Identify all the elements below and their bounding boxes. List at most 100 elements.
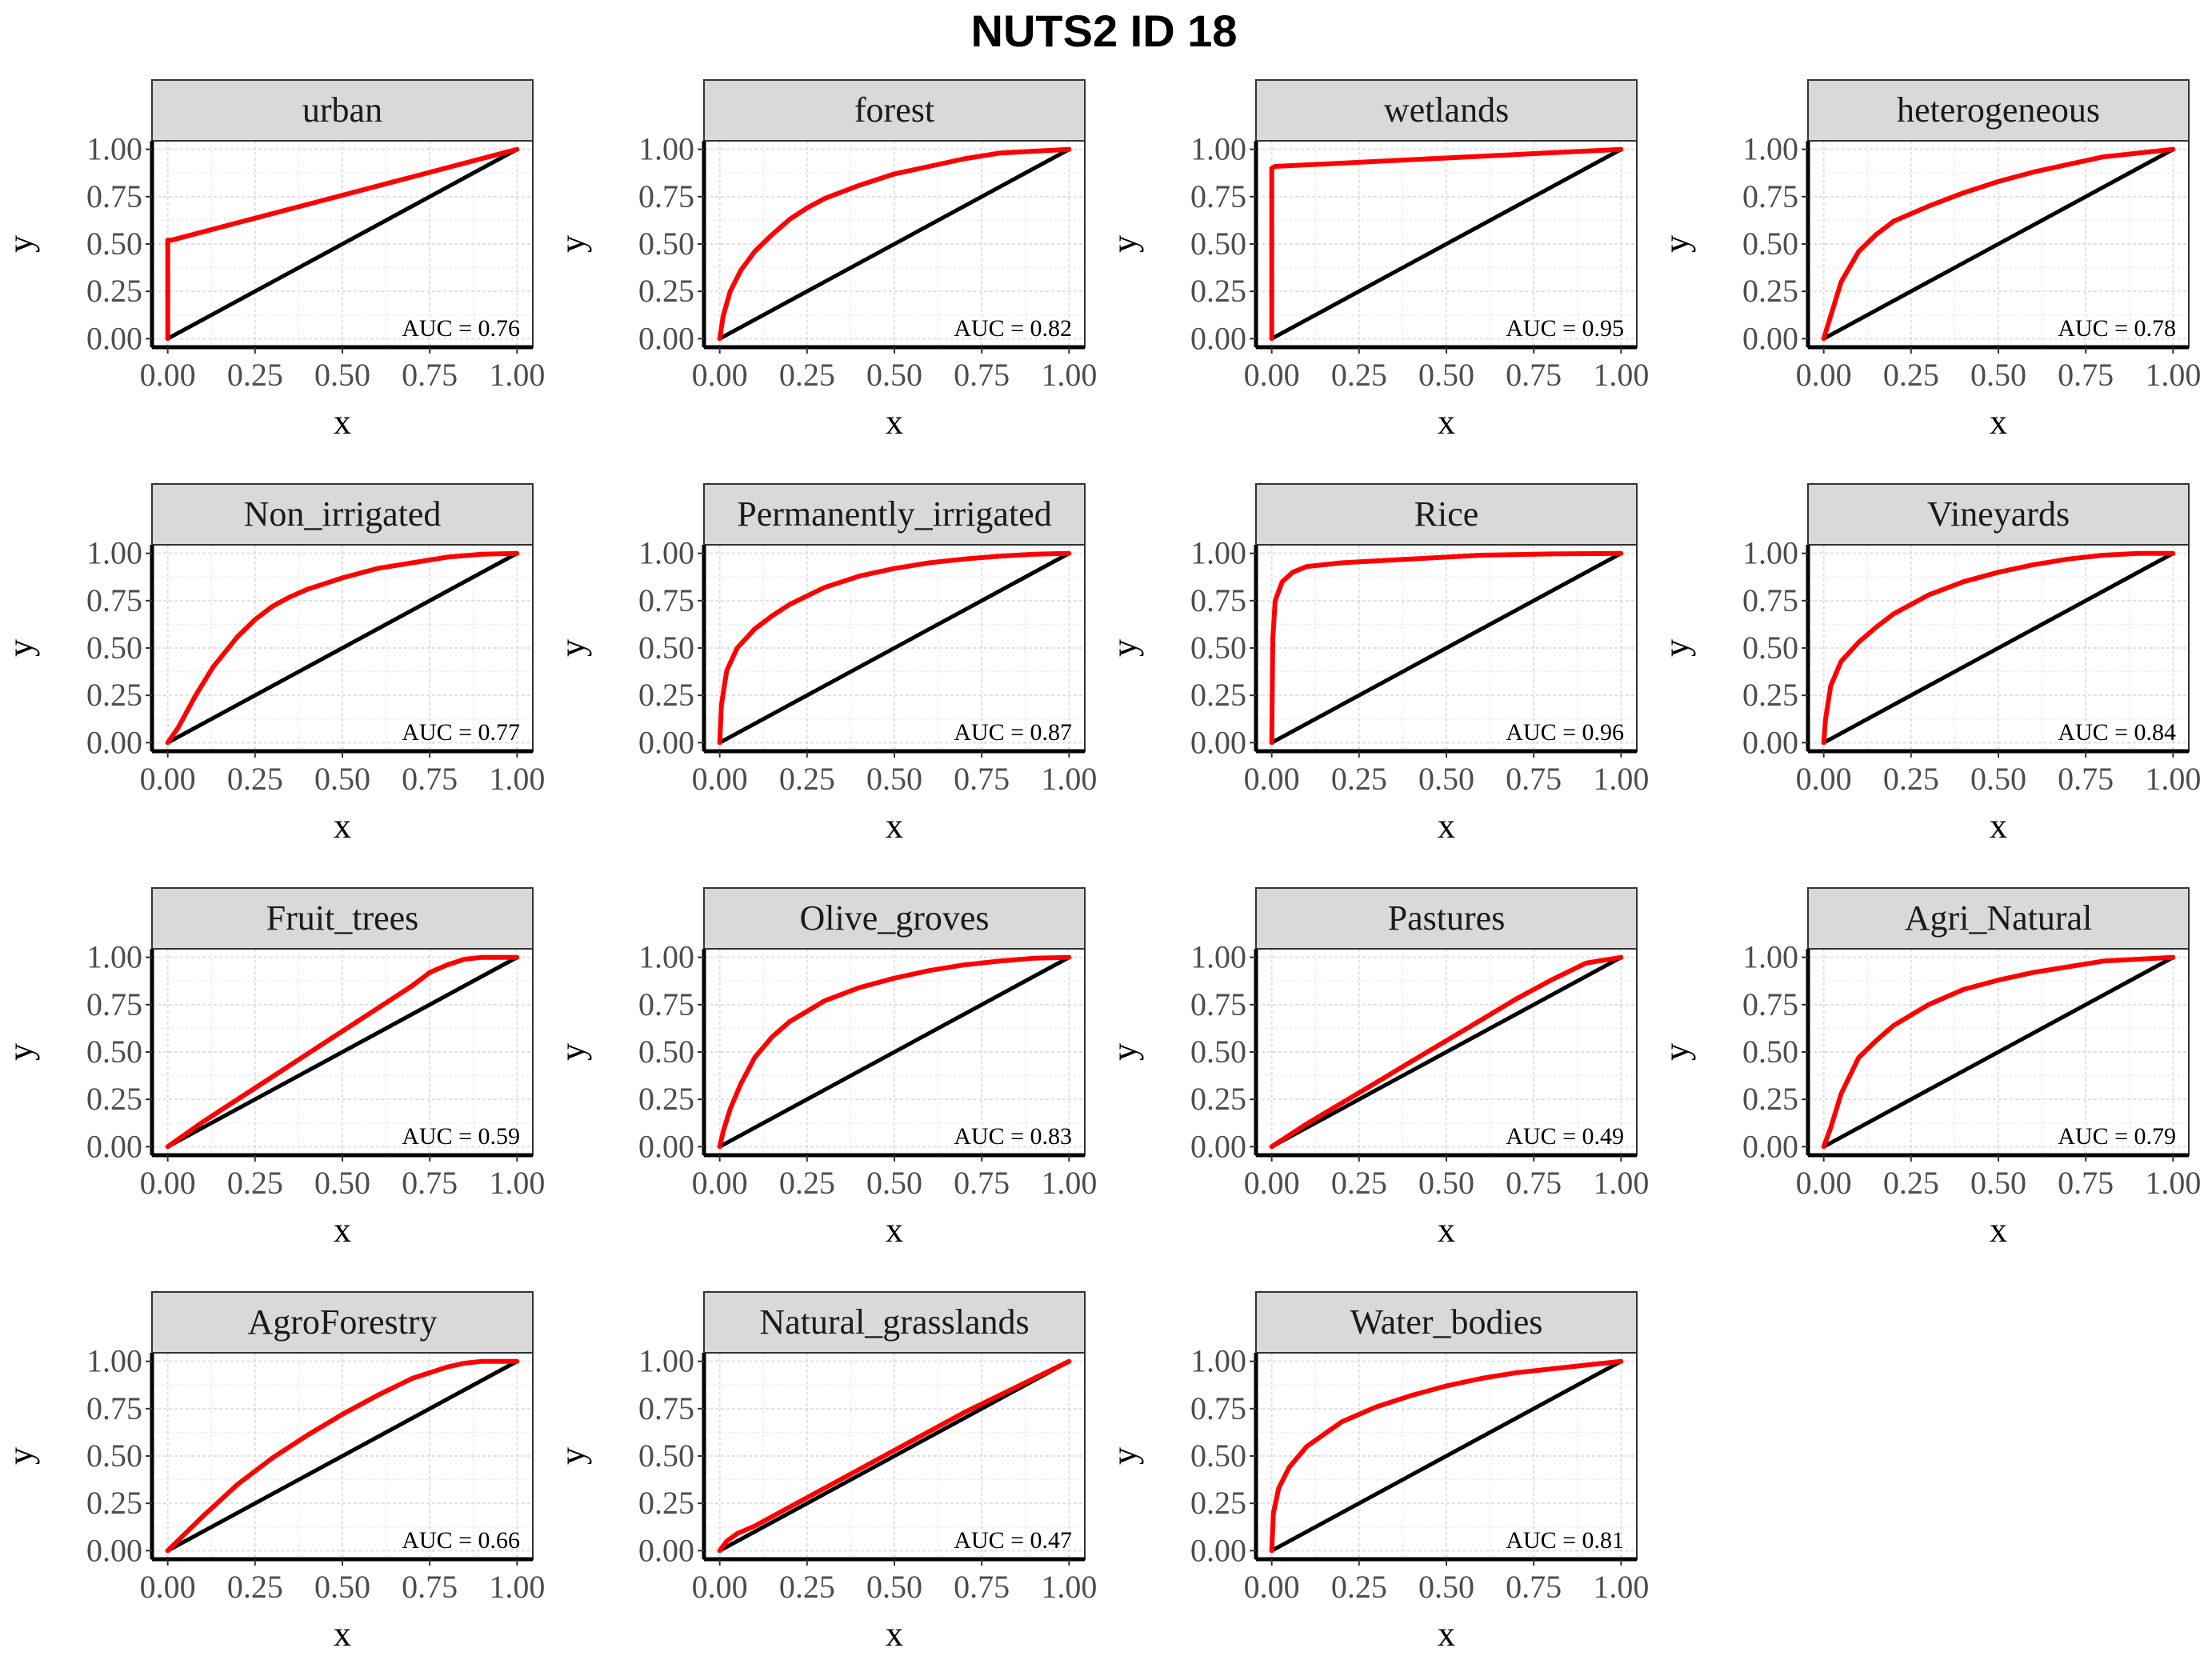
diagonal-reference-line <box>1270 147 1622 341</box>
y-axis-title: y <box>1 1043 40 1061</box>
y-tick-label: 0.75 <box>638 582 694 618</box>
roc-curve <box>717 146 1072 342</box>
diagonal-reference-line <box>718 955 1070 1149</box>
x-tick-label: 1.00 <box>1041 357 1097 393</box>
auc-annotation: AUC = 0.84 <box>2058 719 2176 746</box>
y-tick-label: 0.00 <box>1742 320 1798 356</box>
x-tick-label: 0.75 <box>2058 1165 2114 1201</box>
y-tick-label: 0.75 <box>1190 582 1246 618</box>
x-axis-title: x <box>1438 402 1455 442</box>
y-tick-label: 0.75 <box>1190 986 1246 1022</box>
panels-container: urban0.000.000.250.250.500.500.750.751.0… <box>1 79 2201 1654</box>
panel-Fruit_trees: Fruit_trees 0.000.00 0.25 0.25 0.50 0.50 0.75 0… <box>1 887 545 1250</box>
x-tick-label: 1.00 <box>2145 1165 2201 1201</box>
x-tick-label: 0.50 <box>1418 1165 1474 1201</box>
panel-Olive_groves: Olive_groves 0.000.00 0.25 0.25 0.50 0.50 0.75… <box>553 887 1097 1250</box>
x-tick-label: 0.00 <box>1244 761 1300 797</box>
y-tick-label: 0.25 <box>86 1081 142 1117</box>
y-tick-label: 0.75 <box>86 178 142 214</box>
y-tick-label: 0.75 <box>638 986 694 1022</box>
y-tick-label: 1.00 <box>1742 131 1798 167</box>
x-tick-label: 0.75 <box>954 1165 1010 1201</box>
x-axis-title: x <box>886 806 903 846</box>
y-tick-label: 0.00 <box>86 724 142 760</box>
auc-annotation: AUC = 0.59 <box>402 1123 520 1150</box>
y-tick-label: 0.25 <box>638 677 694 713</box>
x-tick-label: 1.00 <box>489 1569 545 1605</box>
panel-Pastures: Pastures 0.000.00 0.25 0.25 0.50 0.50 0.75 0.75… <box>1105 887 1649 1250</box>
strip-background <box>151 887 534 950</box>
y-tick-label: 0.25 <box>1190 1485 1246 1521</box>
x-axis-title: x <box>1438 806 1455 846</box>
x-tick-label: 0.50 <box>866 357 922 393</box>
strip-background <box>1807 887 2190 950</box>
y-tick-label: 0.25 <box>638 1081 694 1117</box>
y-axis-title: y <box>1105 1043 1144 1061</box>
y-tick-label: 0.50 <box>1742 630 1798 666</box>
panel-Natural_grasslands: Natural_grasslands 0.000.00 0.25 0.25 0.50 0.… <box>553 1291 1097 1654</box>
x-tick-label: 0.50 <box>314 761 370 797</box>
y-tick-label: 1.00 <box>638 1343 694 1379</box>
x-tick-label: 0.25 <box>1331 761 1387 797</box>
x-tick-label: 0.75 <box>1506 1165 1562 1201</box>
diagonal-reference-line <box>718 551 1070 745</box>
x-tick-label: 0.25 <box>1331 1569 1387 1605</box>
y-tick-label: 0.75 <box>86 986 142 1022</box>
x-tick-label: 0.50 <box>866 1569 922 1605</box>
x-tick-label: 0.25 <box>779 1165 835 1201</box>
x-axis-title: x <box>334 1614 351 1654</box>
y-axis-title: y <box>553 1447 592 1465</box>
roc-curve <box>165 146 520 342</box>
diagonal-reference-line <box>1822 551 2174 745</box>
y-tick-label: 0.75 <box>1742 582 1798 618</box>
x-axis-title: x <box>886 402 903 442</box>
strip-background <box>1255 483 1638 546</box>
x-tick-label: 0.25 <box>227 761 283 797</box>
x-tick-label: 1.00 <box>1593 1569 1649 1605</box>
x-tick-label: 0.50 <box>314 1569 370 1605</box>
diagonal-reference-line <box>166 1359 518 1553</box>
x-tick-label: 0.00 <box>692 1569 748 1605</box>
x-tick-label: 0.50 <box>1418 1569 1474 1605</box>
diagonal-reference-line <box>1822 147 2174 341</box>
y-tick-label: 1.00 <box>1190 535 1246 571</box>
diagonal-reference-line <box>166 955 518 1149</box>
y-tick-label: 0.50 <box>1190 1034 1246 1070</box>
x-tick-label: 0.75 <box>1506 761 1562 797</box>
roc-curve <box>1269 1358 1624 1554</box>
y-tick-label: 0.25 <box>86 1485 142 1521</box>
strip-background <box>1255 887 1638 950</box>
y-tick-label: 0.25 <box>1190 1081 1246 1117</box>
roc-curve <box>717 954 1072 1150</box>
y-tick-label: 0.50 <box>1742 226 1798 262</box>
y-tick-label: 0.50 <box>1190 1438 1246 1474</box>
strip-label: Natural_grasslands <box>759 1302 1029 1342</box>
auc-annotation: AUC = 0.78 <box>2058 315 2176 342</box>
y-tick-label: 1.00 <box>86 535 142 571</box>
roc-curve <box>165 954 520 1150</box>
strip-label: wetlands <box>1384 90 1509 130</box>
y-tick-label: 0.00 <box>1190 320 1246 356</box>
y-tick-label: 0.00 <box>638 1532 694 1568</box>
y-axis-title: y <box>1657 1043 1696 1061</box>
x-axis-title: x <box>1990 402 2007 442</box>
x-tick-label: 1.00 <box>489 357 545 393</box>
x-tick-label: 0.75 <box>402 357 458 393</box>
x-tick-label: 0.00 <box>140 1165 196 1201</box>
x-tick-label: 0.00 <box>140 357 196 393</box>
x-tick-label: 0.25 <box>227 1569 283 1605</box>
y-axis-title: y <box>1 235 40 253</box>
diagonal-reference-line <box>1270 955 1622 1149</box>
y-tick-label: 1.00 <box>1190 131 1246 167</box>
x-tick-label: 0.25 <box>1883 1165 1939 1201</box>
x-axis-title: x <box>334 402 351 442</box>
x-tick-label: 0.50 <box>1970 357 2026 393</box>
y-axis-title: y <box>1105 235 1144 253</box>
x-tick-label: 0.50 <box>314 1165 370 1201</box>
x-tick-label: 1.00 <box>1041 1569 1097 1605</box>
x-axis-title: x <box>334 1210 351 1250</box>
strip-label: Agri_Natural <box>1905 898 2093 938</box>
x-axis-title: x <box>1438 1614 1455 1654</box>
x-axis-title: x <box>1990 1210 2007 1250</box>
x-tick-label: 0.75 <box>1506 357 1562 393</box>
